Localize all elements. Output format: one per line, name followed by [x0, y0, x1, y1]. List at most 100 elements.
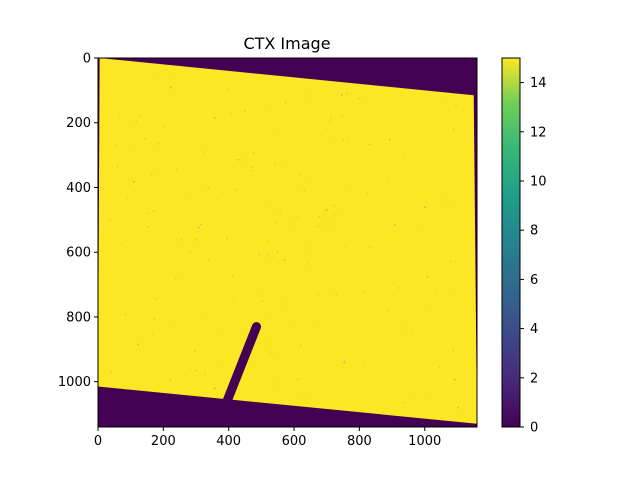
speckle [120, 244, 122, 245]
speckle [157, 77, 159, 79]
speckle [232, 298, 234, 300]
speckle [286, 303, 288, 305]
speckle [334, 213, 336, 216]
x-tick-label: 200 [151, 434, 176, 449]
colorbar: 0 2 4 6 8 10 12 14 [501, 57, 547, 436]
speckle [132, 181, 135, 183]
x-tick-label: 400 [216, 434, 241, 449]
speckle [265, 107, 267, 109]
speckle [205, 315, 207, 316]
speckle [317, 225, 319, 227]
speckle [203, 151, 205, 153]
speckle [170, 379, 171, 381]
speckle [170, 86, 172, 88]
speckle [218, 359, 219, 361]
speckle [237, 158, 240, 161]
speckle [152, 334, 153, 335]
speckle [253, 152, 255, 154]
speckle [162, 125, 165, 127]
speckle [190, 368, 192, 370]
speckle [154, 318, 155, 320]
speckle [195, 370, 197, 372]
speckle [220, 332, 222, 333]
valid-data-region [98, 58, 477, 424]
speckle [287, 223, 289, 225]
speckle [330, 117, 332, 119]
speckle [227, 89, 229, 90]
speckle [364, 291, 366, 293]
speckle [269, 351, 271, 354]
speckle [226, 238, 228, 239]
speckle [297, 378, 299, 380]
speckle [445, 102, 446, 104]
speckle [289, 320, 290, 322]
speckle [314, 321, 315, 323]
speckle [425, 392, 426, 394]
speckle [344, 360, 346, 362]
speckle [342, 115, 344, 118]
speckle [117, 165, 118, 167]
colorbar-tick-label: 8 [530, 224, 538, 239]
speckle [343, 361, 345, 364]
speckle [128, 184, 130, 186]
speckle [263, 291, 265, 292]
speckle [199, 224, 202, 226]
colorbar-tick-label: 0 [530, 421, 538, 436]
speckle [176, 169, 178, 171]
speckle [175, 278, 177, 280]
speckle [265, 343, 267, 345]
speckle [180, 238, 182, 241]
speckle [308, 179, 310, 181]
speckle [320, 134, 322, 135]
x-axis: 0 200 400 600 800 1000 [94, 427, 441, 449]
speckle [169, 75, 171, 77]
diagonal-stripe [222, 322, 262, 406]
speckle [207, 259, 210, 261]
plot-frame [97, 57, 478, 428]
speckle [158, 142, 160, 145]
speckle [110, 371, 112, 373]
speckle [346, 93, 348, 95]
speckle [234, 189, 237, 191]
speckle [450, 290, 452, 292]
speckle [152, 210, 154, 212]
plot-area [98, 58, 477, 427]
speckle [306, 247, 308, 249]
speckle [335, 293, 338, 295]
y-tick-label: 800 [66, 310, 91, 325]
speckle [406, 328, 408, 330]
speckle [196, 238, 197, 241]
colorbar-tick-label: 2 [530, 371, 538, 386]
speckle [250, 170, 253, 172]
colorbar-tick-label: 12 [530, 125, 547, 140]
speckle [358, 98, 361, 99]
speckle [283, 259, 286, 261]
speckle [265, 200, 267, 202]
speckle [348, 183, 350, 185]
speckle [296, 217, 299, 219]
speckle [250, 352, 252, 354]
speckle [119, 117, 120, 119]
speckle [369, 246, 371, 248]
speckle [115, 145, 117, 147]
speckle [305, 95, 307, 97]
speckle [157, 297, 159, 299]
speckle [307, 263, 309, 265]
speckle [327, 223, 329, 225]
speckle [110, 219, 111, 221]
speckle [447, 202, 449, 204]
speckle [130, 150, 132, 152]
speckle [137, 343, 139, 346]
speckle [347, 141, 349, 143]
speckle [247, 159, 249, 161]
speckle [170, 320, 171, 322]
speckle [148, 226, 149, 228]
speckle [403, 153, 405, 154]
speckle [273, 133, 275, 135]
speckle [250, 166, 252, 169]
speckle [424, 206, 426, 208]
speckle [333, 136, 335, 138]
speckle [276, 221, 277, 224]
speckle [213, 117, 216, 119]
speckle [270, 312, 271, 314]
